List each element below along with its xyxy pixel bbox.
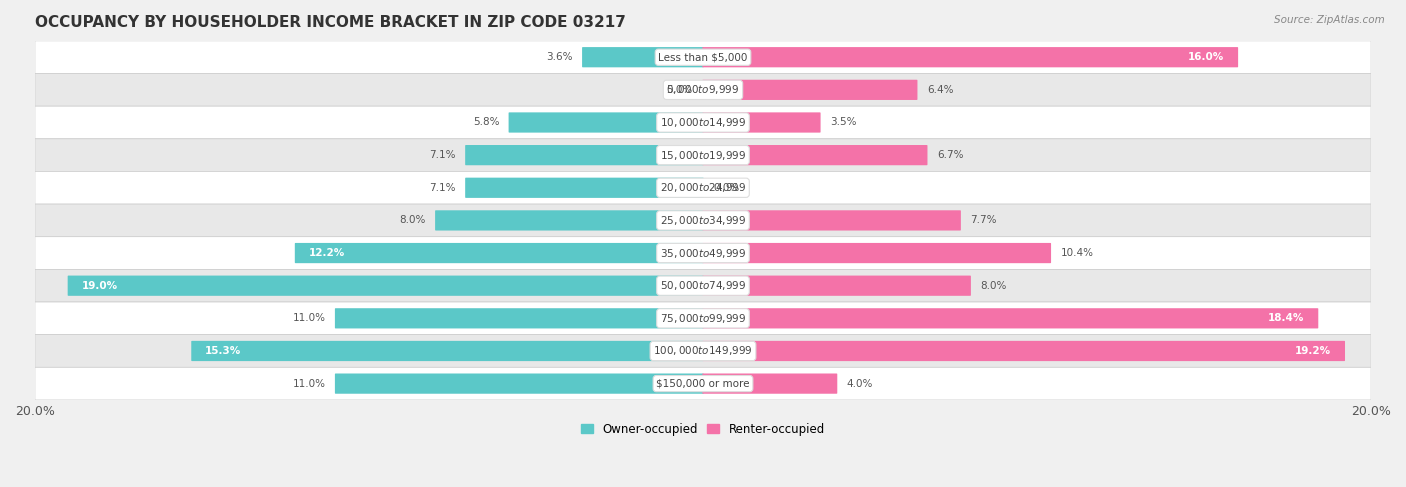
FancyBboxPatch shape xyxy=(703,210,960,230)
Text: 3.5%: 3.5% xyxy=(830,117,856,128)
FancyBboxPatch shape xyxy=(35,237,1371,269)
FancyBboxPatch shape xyxy=(35,302,1371,335)
FancyBboxPatch shape xyxy=(582,47,703,67)
FancyBboxPatch shape xyxy=(335,374,703,393)
Text: 0.0%: 0.0% xyxy=(713,183,740,193)
Text: 15.3%: 15.3% xyxy=(205,346,242,356)
FancyBboxPatch shape xyxy=(703,243,1052,263)
Text: 19.0%: 19.0% xyxy=(82,281,118,291)
FancyBboxPatch shape xyxy=(703,308,1319,328)
FancyBboxPatch shape xyxy=(703,341,1346,361)
Text: 16.0%: 16.0% xyxy=(1188,52,1225,62)
FancyBboxPatch shape xyxy=(703,47,1239,67)
Text: 7.1%: 7.1% xyxy=(429,183,456,193)
FancyBboxPatch shape xyxy=(295,243,703,263)
FancyBboxPatch shape xyxy=(35,269,1371,302)
FancyBboxPatch shape xyxy=(465,178,703,198)
FancyBboxPatch shape xyxy=(703,145,928,165)
Text: $150,000 or more: $150,000 or more xyxy=(657,378,749,389)
Text: 5.8%: 5.8% xyxy=(472,117,499,128)
Text: $10,000 to $14,999: $10,000 to $14,999 xyxy=(659,116,747,129)
Legend: Owner-occupied, Renter-occupied: Owner-occupied, Renter-occupied xyxy=(576,418,830,441)
FancyBboxPatch shape xyxy=(35,106,1371,139)
Text: $15,000 to $19,999: $15,000 to $19,999 xyxy=(659,149,747,162)
Text: 0.0%: 0.0% xyxy=(666,85,693,95)
Text: Source: ZipAtlas.com: Source: ZipAtlas.com xyxy=(1274,15,1385,25)
FancyBboxPatch shape xyxy=(434,210,703,230)
Text: 4.0%: 4.0% xyxy=(846,378,873,389)
FancyBboxPatch shape xyxy=(35,367,1371,400)
Text: $100,000 to $149,999: $100,000 to $149,999 xyxy=(654,344,752,357)
Text: 12.2%: 12.2% xyxy=(309,248,344,258)
Text: 6.7%: 6.7% xyxy=(936,150,963,160)
FancyBboxPatch shape xyxy=(465,145,703,165)
Text: 19.2%: 19.2% xyxy=(1295,346,1331,356)
Text: 7.7%: 7.7% xyxy=(970,215,997,225)
FancyBboxPatch shape xyxy=(703,80,918,100)
Text: Less than $5,000: Less than $5,000 xyxy=(658,52,748,62)
FancyBboxPatch shape xyxy=(67,276,703,296)
Text: 7.1%: 7.1% xyxy=(429,150,456,160)
FancyBboxPatch shape xyxy=(35,139,1371,171)
Text: 18.4%: 18.4% xyxy=(1268,313,1305,323)
Text: OCCUPANCY BY HOUSEHOLDER INCOME BRACKET IN ZIP CODE 03217: OCCUPANCY BY HOUSEHOLDER INCOME BRACKET … xyxy=(35,15,626,30)
FancyBboxPatch shape xyxy=(35,335,1371,367)
Text: 11.0%: 11.0% xyxy=(292,313,326,323)
FancyBboxPatch shape xyxy=(703,374,838,393)
Text: 6.4%: 6.4% xyxy=(927,85,953,95)
FancyBboxPatch shape xyxy=(703,112,821,132)
Text: $75,000 to $99,999: $75,000 to $99,999 xyxy=(659,312,747,325)
Text: $20,000 to $24,999: $20,000 to $24,999 xyxy=(659,181,747,194)
FancyBboxPatch shape xyxy=(703,276,972,296)
Text: 8.0%: 8.0% xyxy=(980,281,1007,291)
Text: 3.6%: 3.6% xyxy=(546,52,572,62)
Text: 11.0%: 11.0% xyxy=(292,378,326,389)
Text: $35,000 to $49,999: $35,000 to $49,999 xyxy=(659,246,747,260)
FancyBboxPatch shape xyxy=(35,204,1371,237)
Text: $5,000 to $9,999: $5,000 to $9,999 xyxy=(666,83,740,96)
Text: $50,000 to $74,999: $50,000 to $74,999 xyxy=(659,279,747,292)
FancyBboxPatch shape xyxy=(335,308,703,328)
Text: 8.0%: 8.0% xyxy=(399,215,426,225)
FancyBboxPatch shape xyxy=(35,74,1371,106)
FancyBboxPatch shape xyxy=(191,341,703,361)
FancyBboxPatch shape xyxy=(35,171,1371,204)
Text: $25,000 to $34,999: $25,000 to $34,999 xyxy=(659,214,747,227)
FancyBboxPatch shape xyxy=(509,112,703,132)
Text: 10.4%: 10.4% xyxy=(1060,248,1094,258)
FancyBboxPatch shape xyxy=(35,41,1371,74)
